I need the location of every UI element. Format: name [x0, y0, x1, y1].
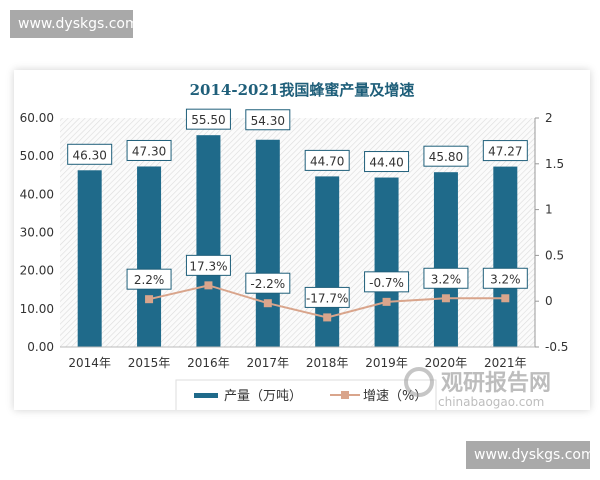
- y-left-tick: 10.00: [20, 302, 54, 316]
- watermark-top: www.dyskgs.com: [10, 10, 139, 38]
- chart: 2014-2021我国蜂蜜产量及增速 0.00 10.00 20.00 30.00 40…: [20, 81, 568, 413]
- growth-point: [323, 313, 332, 322]
- y-right-tick: 1: [545, 203, 553, 217]
- y-right-tick: 1.5: [545, 157, 564, 171]
- bar-label-box: [423, 145, 469, 167]
- growth-label: 3.2%: [431, 272, 462, 286]
- growth-point: [204, 281, 213, 290]
- growth-label-box: [482, 267, 528, 289]
- bar-label-box: [304, 149, 350, 171]
- growth-label: -17.7%: [306, 291, 348, 305]
- growth-label: 3.2%: [490, 272, 521, 286]
- legend-bar-swatch: [194, 393, 218, 398]
- x-tick: 2021年: [484, 356, 527, 370]
- growth-label: 17.3%: [189, 259, 227, 273]
- growth-label: 2.2%: [134, 273, 165, 287]
- growth-point: [441, 294, 450, 303]
- bar-label-box: [67, 143, 113, 165]
- bar: [77, 170, 102, 347]
- y-left-tick: 60.00: [20, 111, 54, 125]
- x-tick: 2019年: [365, 356, 408, 370]
- bar-label: 46.30: [73, 148, 107, 162]
- bar: [137, 166, 162, 347]
- bar-label: 45.80: [429, 150, 463, 164]
- growth-label-box: [304, 286, 350, 308]
- growth-point: [263, 299, 272, 308]
- growth-point: [382, 297, 391, 306]
- svg-text:观研报告网: 观研报告网: [441, 371, 551, 396]
- bar: [374, 177, 399, 347]
- bar-label: 47.30: [132, 144, 166, 158]
- bar-label-box: [126, 139, 172, 161]
- bar-label: 44.70: [310, 154, 344, 168]
- bar: [255, 139, 280, 347]
- x-tick: 2020年: [425, 356, 468, 370]
- growth-label-box: [364, 271, 410, 293]
- growth-label: -0.7%: [369, 276, 404, 290]
- bar: [433, 172, 458, 347]
- growth-point: [501, 294, 510, 303]
- x-tick: 2017年: [247, 356, 290, 370]
- bar-label: 44.40: [369, 156, 403, 170]
- bar: [493, 166, 518, 347]
- svg-text:chinabaogao.com: chinabaogao.com: [438, 395, 544, 409]
- growth-point: [145, 295, 154, 304]
- chart-title: 2014-2021我国蜂蜜产量及增速: [190, 81, 415, 99]
- bar: [196, 135, 221, 347]
- bar-label: 47.27: [488, 145, 522, 159]
- y-left-tick: 0.00: [27, 340, 54, 354]
- bar-label-box: [482, 140, 528, 162]
- y-right-tick: 0: [545, 294, 553, 308]
- legend: 产量（万吨） 增速（%）: [175, 379, 437, 413]
- growth-label-box: [245, 272, 291, 294]
- x-tick: 2016年: [187, 356, 230, 370]
- legend-bar-label: 产量（万吨）: [224, 389, 302, 404]
- growth-label-box: [423, 267, 469, 289]
- growth-label-box: [126, 268, 172, 290]
- watermark-bottom: www.dyskgs.com: [466, 441, 595, 469]
- y-left-tick: 50.00: [20, 149, 54, 163]
- y-left-tick: 20.00: [20, 264, 54, 278]
- y-right-tick: -0.5: [545, 340, 568, 354]
- x-tick: 2014年: [68, 356, 111, 370]
- y-left-tick: 30.00: [20, 226, 54, 240]
- legend-line-swatch: [341, 391, 349, 399]
- bar-label-box: [185, 108, 231, 130]
- growth-label: -2.2%: [250, 277, 285, 291]
- growth-label-box: [185, 254, 231, 276]
- y-left-tick: 40.00: [20, 187, 54, 201]
- bar-label-box: [245, 109, 291, 131]
- x-tick: 2018年: [306, 356, 349, 370]
- bar-label: 54.30: [251, 114, 285, 128]
- chinabaogao-logo: 观研报告网 chinabaogao.com: [404, 367, 551, 409]
- bar-label: 55.50: [191, 113, 225, 127]
- x-tick: 2015年: [128, 356, 171, 370]
- bar-label-box: [364, 151, 410, 173]
- y-right-tick: 0.5: [545, 248, 564, 262]
- y-right-tick: 2: [545, 111, 553, 125]
- chart-card: 2014-2021我国蜂蜜产量及增速 0.00 10.00 20.00 30.00 40…: [14, 70, 590, 413]
